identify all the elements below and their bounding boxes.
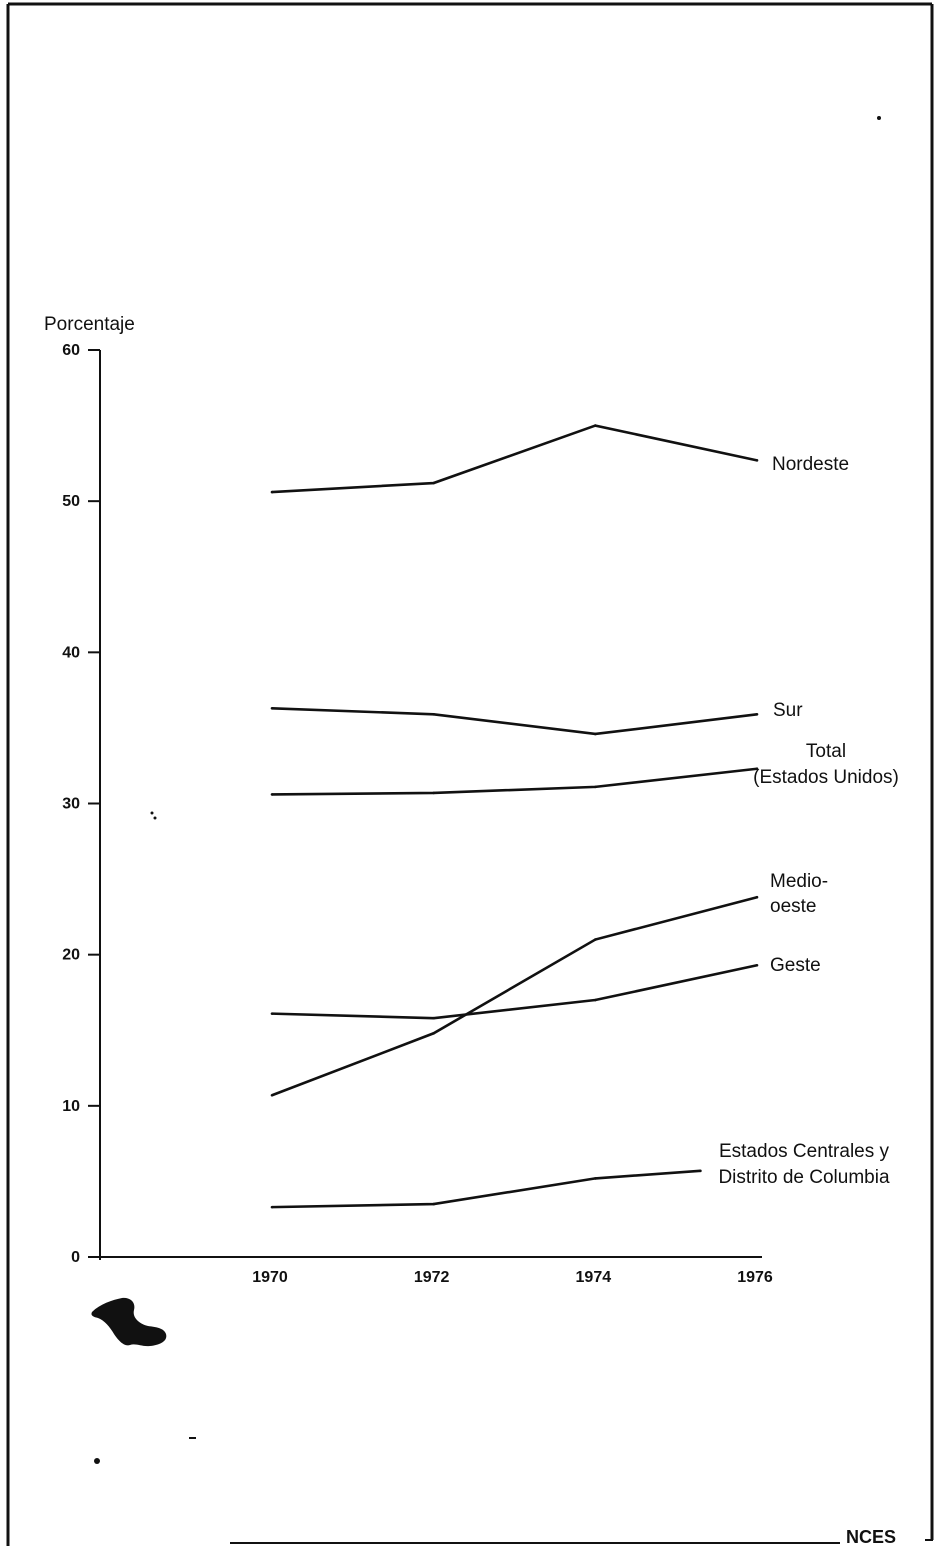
data-point: [270, 1012, 274, 1015]
data-point: [755, 713, 759, 716]
series-line: [271, 767, 758, 796]
x-ticks: 1970 1972 1974 1976: [252, 1269, 773, 1286]
data-point: [432, 1031, 435, 1035]
series-label: oeste: [770, 896, 816, 917]
data-point: [432, 791, 435, 795]
series-4: [270, 963, 759, 1020]
series-label: (Estados Unidos): [753, 767, 899, 788]
data-point: [755, 963, 759, 967]
series-5: [270, 1169, 702, 1209]
y-tick-label: 60: [62, 342, 80, 359]
series-lines: [270, 424, 759, 1209]
y-tick-label: 30: [62, 796, 80, 813]
data-point: [432, 713, 435, 716]
series-label: Nordeste: [772, 454, 849, 475]
data-point: [594, 998, 597, 1002]
speck-mark: [94, 1458, 100, 1464]
data-point: [594, 1177, 597, 1180]
footer-text: NCES: [846, 1527, 896, 1546]
data-point: [432, 1202, 435, 1206]
ink-blot-mark: [91, 1297, 167, 1347]
data-point: [270, 1093, 274, 1097]
x-tick-label: 1976: [737, 1269, 773, 1286]
series-line: [271, 895, 758, 1097]
series-label: Geste: [770, 955, 821, 976]
x-tick-label: 1974: [576, 1269, 612, 1286]
data-point: [699, 1169, 702, 1173]
series-label: Medio-: [770, 871, 828, 892]
series-label: Distrito de Columbia: [718, 1167, 889, 1188]
data-point: [432, 1016, 435, 1020]
x-tick-label: 1972: [414, 1269, 450, 1286]
y-ticks: 0 10 20 30 40 50 60: [62, 342, 100, 1266]
data-point: [755, 767, 759, 771]
data-point: [270, 1205, 274, 1209]
series-line: [271, 424, 758, 494]
x-tick-label: 1970: [252, 1269, 288, 1286]
y-tick-label: 40: [62, 644, 80, 661]
data-point: [594, 732, 597, 736]
y-axis-title: Porcentaje: [44, 314, 135, 335]
data-point: [755, 459, 759, 462]
data-point: [594, 785, 597, 789]
data-point: [594, 424, 597, 427]
series-label: Total: [806, 741, 846, 762]
series-label: Sur: [773, 700, 803, 721]
data-point: [755, 895, 759, 899]
data-point: [270, 490, 274, 494]
data-point: [270, 793, 274, 796]
data-point: [594, 938, 597, 941]
series-label: Estados Centrales y: [719, 1141, 890, 1162]
y-tick-label: 10: [62, 1098, 80, 1115]
series-0: [270, 424, 759, 494]
series-2: [270, 767, 759, 796]
y-tick-label: 0: [71, 1249, 80, 1266]
y-tick-label: 20: [62, 947, 80, 964]
data-point: [270, 706, 274, 710]
data-point: [432, 481, 435, 485]
footer-bracket-mark: [925, 1528, 933, 1541]
series-line: [271, 963, 758, 1020]
series-1: [270, 706, 759, 736]
y-tick-label: 50: [62, 493, 80, 510]
speck-mark: [877, 116, 881, 120]
speck-mark: [153, 816, 157, 820]
speck-mark: [150, 811, 154, 815]
series-3: [270, 895, 759, 1097]
series-line: [271, 706, 758, 736]
series-line: [271, 1169, 701, 1209]
